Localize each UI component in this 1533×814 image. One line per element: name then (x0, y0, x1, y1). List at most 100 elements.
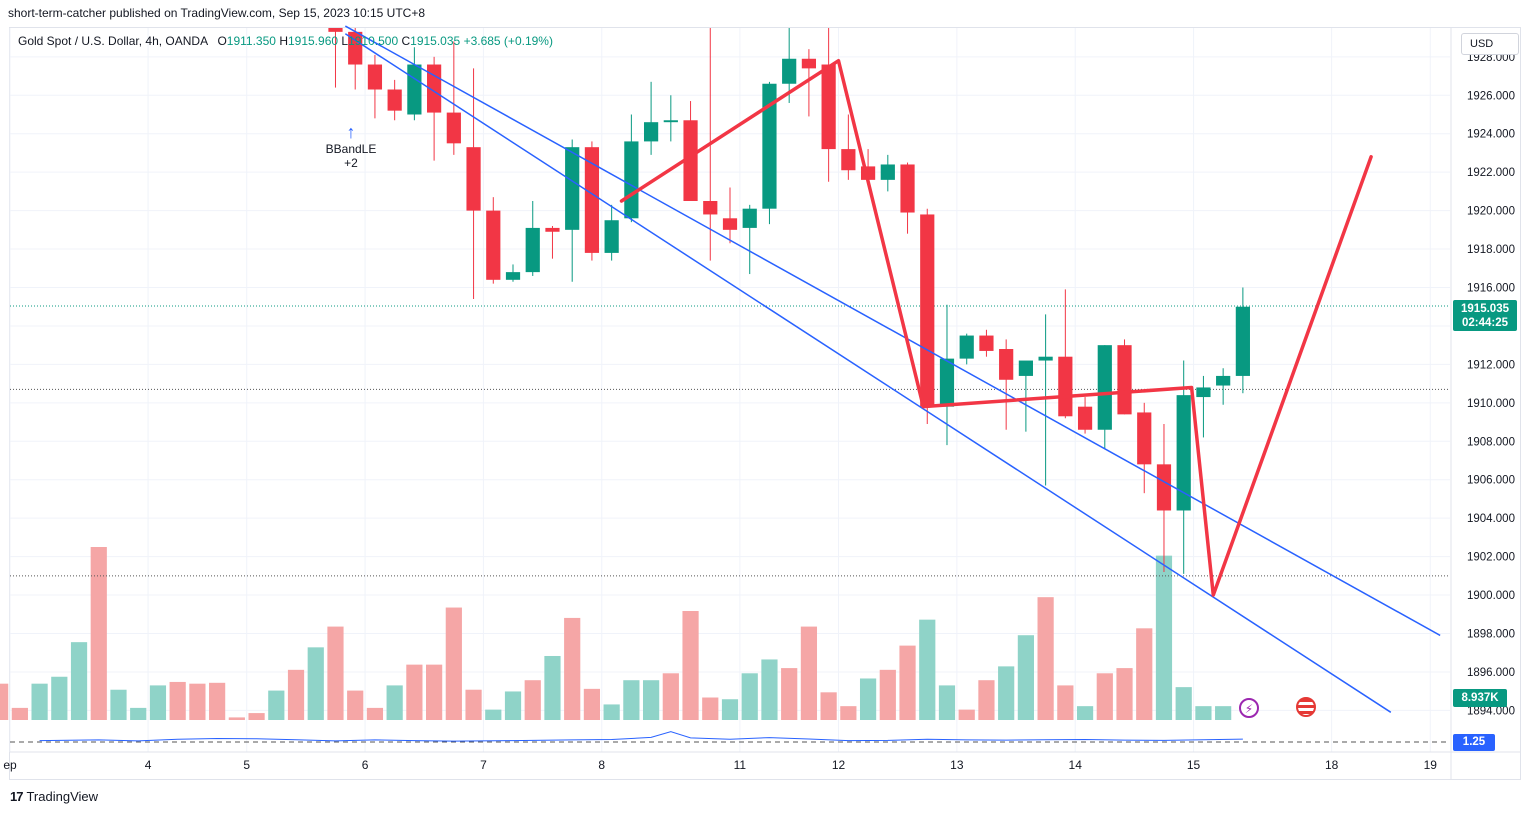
volume-bar (899, 645, 916, 720)
volume-bar (978, 680, 995, 720)
last-price-badge: 1915.035 02:44:25 (1453, 300, 1517, 331)
volume-bar (1037, 597, 1054, 720)
volume-bar (662, 673, 679, 720)
legend-low: 1910.500 (348, 34, 399, 48)
x-tick-label: 5 (243, 758, 250, 772)
volume-bar (31, 683, 48, 720)
volume-bar (70, 642, 88, 720)
volume-bar (958, 709, 975, 720)
x-tick-label: 18 (1325, 758, 1339, 772)
volume-bar (366, 707, 384, 720)
volume-bar (1017, 635, 1034, 720)
volume-bar (642, 680, 660, 720)
candle-body (1038, 356, 1053, 361)
candle-body (1058, 356, 1073, 417)
volume-bar (820, 692, 837, 720)
arrow-up-icon: ↑ (346, 122, 356, 142)
candle-body (762, 83, 777, 209)
volume-bar (445, 607, 462, 720)
volume-bar (1195, 706, 1212, 720)
volume-bar (426, 664, 443, 720)
volume-bar (327, 626, 344, 720)
volume-bar (1116, 668, 1133, 720)
volume-bar (919, 619, 936, 720)
indicator-badge: 1.25 (1453, 734, 1495, 751)
x-tick-label: 12 (832, 758, 846, 772)
tradingview-logo[interactable]: 17 TradingView (10, 789, 98, 804)
x-tick-label: 11 (734, 758, 747, 772)
candle-body (624, 141, 639, 219)
candle-body (1117, 345, 1132, 415)
volume-bar (840, 706, 857, 720)
volume-bar (347, 690, 364, 720)
candle-body (703, 201, 718, 215)
y-tick-label: 1906.000 (1467, 475, 1515, 487)
channel-line-upper (344, 25, 1441, 637)
y-tick-label: 1912.000 (1467, 359, 1515, 371)
candle-body (367, 64, 383, 90)
candle-body (525, 227, 540, 273)
candle-body (939, 358, 955, 407)
x-tick-label: 13 (950, 758, 964, 772)
tradingview-brand: TradingView (26, 789, 99, 804)
currency-button[interactable]: USD (1461, 33, 1519, 55)
candle-body (407, 64, 422, 115)
x-tick-label: 4 (145, 758, 152, 772)
candle-body (663, 120, 678, 123)
candle-body (1097, 345, 1112, 430)
volume-bar (781, 668, 798, 720)
candle-body (722, 218, 738, 230)
candle-body (742, 208, 757, 228)
candle-body (1156, 464, 1172, 511)
volume-bar (169, 681, 186, 720)
x-tick-label: ep (3, 758, 17, 772)
candle-body (486, 210, 501, 280)
candle-body (920, 214, 935, 407)
volume-bar (800, 626, 818, 720)
candle-body (959, 335, 974, 359)
candle-body (387, 89, 402, 111)
publish-info: short-term-catcher published on TradingV… (8, 6, 426, 20)
volume-bar (209, 682, 226, 720)
volume-bar (11, 707, 28, 720)
y-tick-label: 1902.000 (1467, 552, 1515, 564)
x-tick-label: 6 (362, 758, 369, 772)
volume-bar (465, 689, 482, 720)
candle-body (505, 272, 521, 280)
candle-body (1216, 375, 1231, 386)
volume-bar (544, 655, 561, 720)
x-tick-label: 15 (1187, 758, 1201, 772)
candle-body (545, 227, 560, 232)
volume-bar (386, 685, 403, 720)
legend-open: 1911.350 (226, 34, 276, 48)
y-tick-label: 1910.000 (1467, 398, 1515, 410)
candle-body (979, 335, 994, 351)
y-tick-label: 1916.000 (1467, 283, 1515, 295)
volume-badge: 8.937K (1453, 689, 1507, 707)
x-tick-label: 7 (480, 758, 487, 772)
volume-bar (761, 659, 778, 720)
x-tick-label: 8 (598, 758, 605, 772)
candle-body (880, 164, 895, 180)
candle-body (900, 164, 915, 213)
volume-bar (682, 611, 699, 720)
volume-bar (130, 707, 147, 720)
us-flag-icon[interactable] (1296, 697, 1316, 717)
legend-low-label: L (341, 34, 349, 48)
y-tick-label: 1894.000 (1467, 705, 1515, 717)
volume-bar (268, 690, 285, 720)
volume-bar (998, 666, 1015, 720)
volume-bar (287, 669, 305, 720)
symbol-legend: Gold Spot / U.S. Dollar, 4h, OANDA O1911… (18, 34, 553, 48)
volume-bar (1175, 687, 1192, 720)
legend-high-label: H (279, 34, 288, 48)
volume-bar (1057, 685, 1074, 720)
candle-body (1137, 412, 1152, 465)
y-tick-label: 1924.000 (1467, 129, 1515, 141)
volume-bar (583, 688, 601, 720)
flash-icon[interactable]: ⚡ (1239, 698, 1259, 718)
legend-close-label: C (401, 34, 411, 48)
candle-body (801, 58, 817, 69)
candle-body (565, 147, 580, 230)
